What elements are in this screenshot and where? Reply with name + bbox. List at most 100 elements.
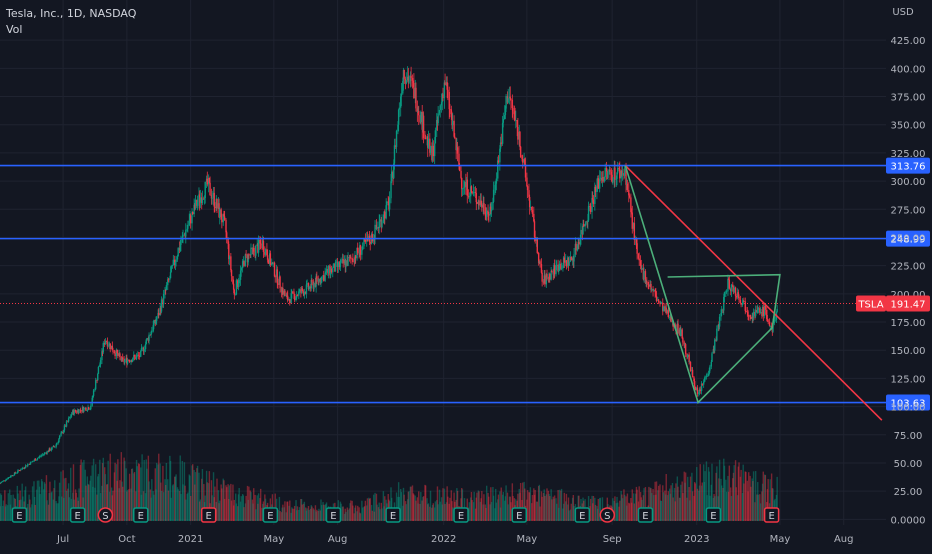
volume-bar <box>252 503 254 521</box>
volume-bar <box>703 482 706 521</box>
x-tick-label-1: Oct <box>118 534 135 545</box>
candle-body <box>526 177 528 187</box>
candle-body <box>463 187 465 189</box>
volume-bar <box>620 490 622 521</box>
candle-body <box>573 254 575 262</box>
candle-body <box>667 310 670 317</box>
volume-bar <box>5 504 7 521</box>
volume-bar <box>45 475 48 521</box>
candle-body <box>660 302 663 304</box>
event-badge-2[interactable]: S <box>97 507 114 523</box>
volume-bar <box>628 502 630 521</box>
candle-body <box>364 239 367 242</box>
event-badge-1[interactable]: E <box>69 507 86 523</box>
volume-bar <box>552 496 554 521</box>
volume-bar <box>242 495 245 521</box>
volume-bar <box>672 497 674 521</box>
volume-bar <box>62 470 64 521</box>
volume-bar <box>478 491 480 521</box>
volume-bar <box>542 493 545 521</box>
volume-bar <box>146 468 148 521</box>
volume-bar <box>261 507 263 521</box>
volume-bar <box>192 464 194 521</box>
candle-body <box>541 272 543 282</box>
horizontal-levels[interactable]: 313.76 248.99 103.63 <box>0 157 930 411</box>
event-badge-0[interactable]: E <box>11 507 28 523</box>
y-tick-label-0: 425.00 <box>891 36 926 47</box>
candle-body <box>239 270 242 280</box>
event-badge-13[interactable]: E <box>705 507 722 523</box>
volume-bar <box>256 495 258 521</box>
volume-bar <box>2 505 4 521</box>
volume-bar <box>214 486 216 521</box>
volume-bar <box>508 496 511 521</box>
candle-body <box>744 301 746 311</box>
drawings[interactable] <box>624 165 883 421</box>
candle-body <box>0 483 1 485</box>
x-tick-label-4: Aug <box>328 534 348 545</box>
candle-body <box>228 243 230 260</box>
volume-bar <box>519 492 521 521</box>
volume-bar <box>420 492 422 521</box>
candle-body <box>298 291 300 296</box>
price-axis[interactable]: USD 425.00 400.00 375.00 350.00 325.00 300.00 2… <box>856 7 930 526</box>
candle-body <box>165 285 168 290</box>
candle-body <box>770 325 773 328</box>
candle-body <box>339 262 342 268</box>
volume-bar <box>676 476 679 521</box>
volume-bar <box>372 494 375 521</box>
candle-body <box>766 309 768 320</box>
volume-bar <box>359 513 362 521</box>
candle-body <box>279 276 281 289</box>
volume-bar <box>752 471 755 521</box>
symbol-tag: TSLA <box>857 299 883 310</box>
volume-bar <box>668 488 671 521</box>
candle-body <box>155 318 158 322</box>
volume-bar <box>241 493 244 521</box>
event-badge-12[interactable]: E <box>637 507 654 523</box>
volume-bar <box>424 484 426 521</box>
candle-body <box>549 273 551 280</box>
volume-bar <box>648 486 650 521</box>
time-axis[interactable]: Jul Oct 2021 May Aug 2022 May Sep 2023 May Aug <box>56 534 853 545</box>
volume-bar <box>405 504 407 521</box>
event-badge-11[interactable]: S <box>599 507 616 523</box>
volume-bar <box>103 467 106 521</box>
event-badge-4[interactable]: E <box>200 507 217 523</box>
volume-bar <box>348 508 351 521</box>
volume-bar <box>51 491 53 521</box>
event-badge-9[interactable]: E <box>511 507 528 523</box>
volume-bar <box>725 491 728 521</box>
volume-bar <box>762 471 764 521</box>
candle-body <box>706 375 708 377</box>
candle-body <box>740 303 742 305</box>
candle-body <box>490 206 492 212</box>
candle-body <box>587 206 590 221</box>
volume-bar <box>63 497 65 521</box>
candle-body <box>74 409 77 412</box>
candle-body <box>136 354 138 356</box>
volume-bar <box>644 487 647 521</box>
triangle-pattern[interactable] <box>624 165 781 405</box>
event-badge-6[interactable]: E <box>325 507 342 523</box>
volume-bar <box>237 494 240 521</box>
event-badge-8[interactable]: E <box>453 507 469 523</box>
event-badge-14[interactable]: E <box>763 507 780 523</box>
event-badge-3[interactable]: E <box>132 507 149 523</box>
volume-bar <box>662 485 664 521</box>
candle-body <box>235 280 238 295</box>
level-label-bg-0 <box>886 157 930 174</box>
volume-bar <box>553 498 555 521</box>
volume-bar <box>49 481 51 521</box>
trend-line[interactable] <box>624 165 883 421</box>
candle-body <box>633 223 636 241</box>
event-badge-10[interactable]: E <box>574 507 591 523</box>
event-badge-5[interactable]: E <box>262 507 279 523</box>
volume-bar <box>91 465 93 521</box>
candle-body <box>385 205 387 219</box>
event-badge-7[interactable]: E <box>385 507 401 523</box>
volume-bar <box>235 493 237 521</box>
